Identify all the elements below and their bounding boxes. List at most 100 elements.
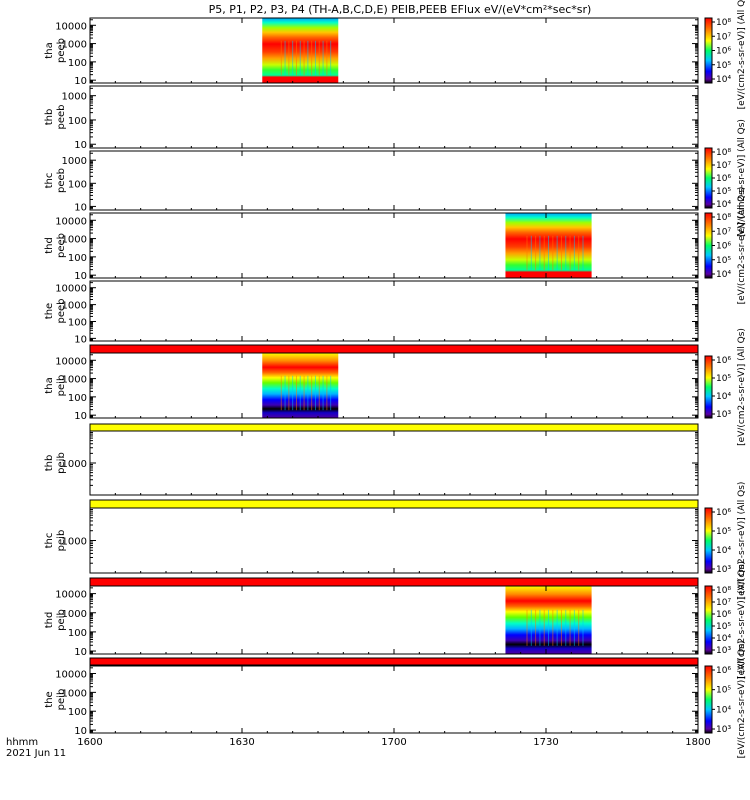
panel-label-probe: thd [44,237,55,254]
colorbar-1: 10⁸ 10⁷ 10⁶ 10⁵ 10⁴ [eV/(cm2-s-sr-eV)] (All Q… [704,0,747,109]
panel-the-peib: 10000 1000 100 10 the peib [44,665,699,737]
y-tick-label: 10000 [55,590,87,601]
colorbar-tick-label: 10⁸ [716,586,731,596]
colorbar-tick-label: 10⁷ [716,32,731,42]
panel-label-product: peeb [56,168,67,193]
quality-flag-bar [89,657,699,666]
y-tick-label: 10 [74,334,87,345]
colorbar-tick-label: 10⁸ [716,18,731,28]
y-tick-label: 1000 [62,688,87,699]
colorbar-tick-label: 10³ [716,410,731,420]
panel-frame [89,507,699,574]
colorbar-tick-label: 10⁵ [716,61,731,71]
colorbar-tick-label: 10⁴ [716,270,731,280]
y-tick-label: 10 [74,202,87,213]
y-tick-label: 1000 [62,235,87,246]
colorbar-label: [eV/(cm2-s-sr-eV)] (All Qs) [737,187,747,305]
colorbar-tick-label: 10⁴ [716,634,731,644]
y-tick-label: 1000 [62,609,87,620]
panel-frame [89,352,699,419]
panel-thd-peib: 10000 1000 100 10 thd peib [44,585,699,666]
colorbar-2: 10⁸ 10⁷ 10⁶ 10⁵ 10⁴ [eV/(cm2-s-sr-eV)] (All Q… [704,119,747,237]
quality-flag-bar [89,577,699,587]
colorbar-strip [704,355,713,419]
colorbar-tick-label: 10⁶ [716,356,731,366]
colorbar-tick-label: 10⁶ [716,508,731,518]
y-tick-label: 10000 [55,21,87,32]
colorbar-strip [704,665,713,734]
colorbar-tick-label: 10⁵ [716,622,731,632]
panel-the-peeb: 10000 1000 100 10 the peeb [44,280,699,354]
colorbar-label: [eV/(cm2-s-sr-eV)] (All Qs) [737,119,747,237]
y-tick-label: 1000 [62,92,87,103]
colorbar-tick-label: 10⁴ [716,705,731,715]
panel-label-product: peib [56,689,67,711]
quality-flag-bar [89,344,699,354]
time-tick-label: 1800 [685,737,710,748]
panel-frame [89,665,699,734]
panel-label-probe: thd [44,612,55,629]
panel-label-product: peeb [56,105,67,130]
colorbar-tick-label: 10⁶ [716,242,731,252]
y-tick-label: 10000 [55,670,87,681]
panel-tha-peib: 10000 1000 100 10 tha peib [44,352,699,432]
panel-label-probe: thb [44,455,55,472]
panel-label-probe: the [44,691,55,707]
colorbar-label: [eV/(cm2-s-sr-eV)] (All Qs) [737,0,747,109]
colorbar-tick-label: 10⁶ [716,174,731,184]
panel-label-product: peeb [56,299,67,324]
y-tick-label: 10 [74,271,87,282]
colorbar-tick-label: 10⁷ [716,598,731,608]
time-tick-label: 1730 [533,737,558,748]
colorbar-strip [704,212,713,279]
colorbar-3: 10⁸ 10⁷ 10⁶ 10⁵ 10⁴ [eV/(cm2-s-sr-eV)] (All Q… [704,187,747,305]
panel-frame [89,585,699,655]
y-tick-label: 100 [68,317,87,328]
colorbar-tick-label: 10³ [716,725,731,735]
panel-label-probe: thc [44,533,55,549]
time-axis-label-line1: hhmm [6,737,38,748]
colorbar-tick-label: 10⁵ [716,527,731,537]
y-tick-label: 10000 [55,284,87,295]
panel-label-probe: the [44,303,55,319]
colorbar-tick-label: 10⁵ [716,686,731,696]
colorbar-5: 10⁶ 10⁵ 10⁴ 10³ [eV/(cm2-s-sr-eV)] (All Qs) [704,482,747,599]
colorbar-tick-label: 10⁴ [716,75,731,85]
y-tick-label: 100 [68,58,87,69]
colorbar-6: 10⁸ 10⁷ 10⁶ 10⁵ 10⁴ 10³ [eV/(cm2-s-sr-eV)] (Al… [704,561,747,679]
y-tick-label: 10 [74,76,87,87]
panel-label-probe: thb [44,109,55,126]
colorbar-label: [eV/(cm2-s-sr-eV)] (All Qs) [737,561,747,679]
colorbar-tick-label: 10⁴ [716,392,731,402]
panel-thb-peib: 1000 thb peib [44,430,699,509]
colorbar-tick-label: 10⁶ [716,610,731,620]
panel-frame [89,85,699,149]
colorbar-strip [704,585,713,655]
y-tick-label: 100 [68,393,87,404]
colorbar-tick-label: 10⁷ [716,227,731,237]
panel-label-probe: tha [44,42,55,58]
colorbar-tick-label: 10⁸ [716,148,731,158]
colorbar-tick-label: 10⁸ [716,213,731,223]
y-tick-label: 100 [68,253,87,264]
panel-label-product: peeb [56,38,67,63]
panel-frame [89,17,699,84]
y-tick-label: 100 [68,116,87,127]
y-tick-label: 1000 [62,459,87,470]
time-tick-label: 1600 [77,737,102,748]
colorbar-tick-label: 10⁶ [716,666,731,676]
colorbar-tick-label: 10⁵ [716,374,731,384]
panel-label-probe: tha [44,377,55,393]
panel-thc-peib: 1000 thc peib [44,507,699,587]
panel-label-product: peeb [56,233,67,258]
panel-label-product: peib [56,609,67,631]
colorbar-tick-label: 10⁶ [716,47,731,57]
quality-flag-bar [89,499,699,509]
y-tick-label: 100 [68,179,87,190]
y-tick-label: 10 [74,647,87,658]
y-tick-label: 1000 [62,40,87,51]
panel-tha-peeb: 10000 1000 100 10 tha peeb [44,17,699,87]
y-tick-label: 100 [68,628,87,639]
panel-thd-peeb: 10000 1000 100 10 thd peeb [44,212,699,282]
